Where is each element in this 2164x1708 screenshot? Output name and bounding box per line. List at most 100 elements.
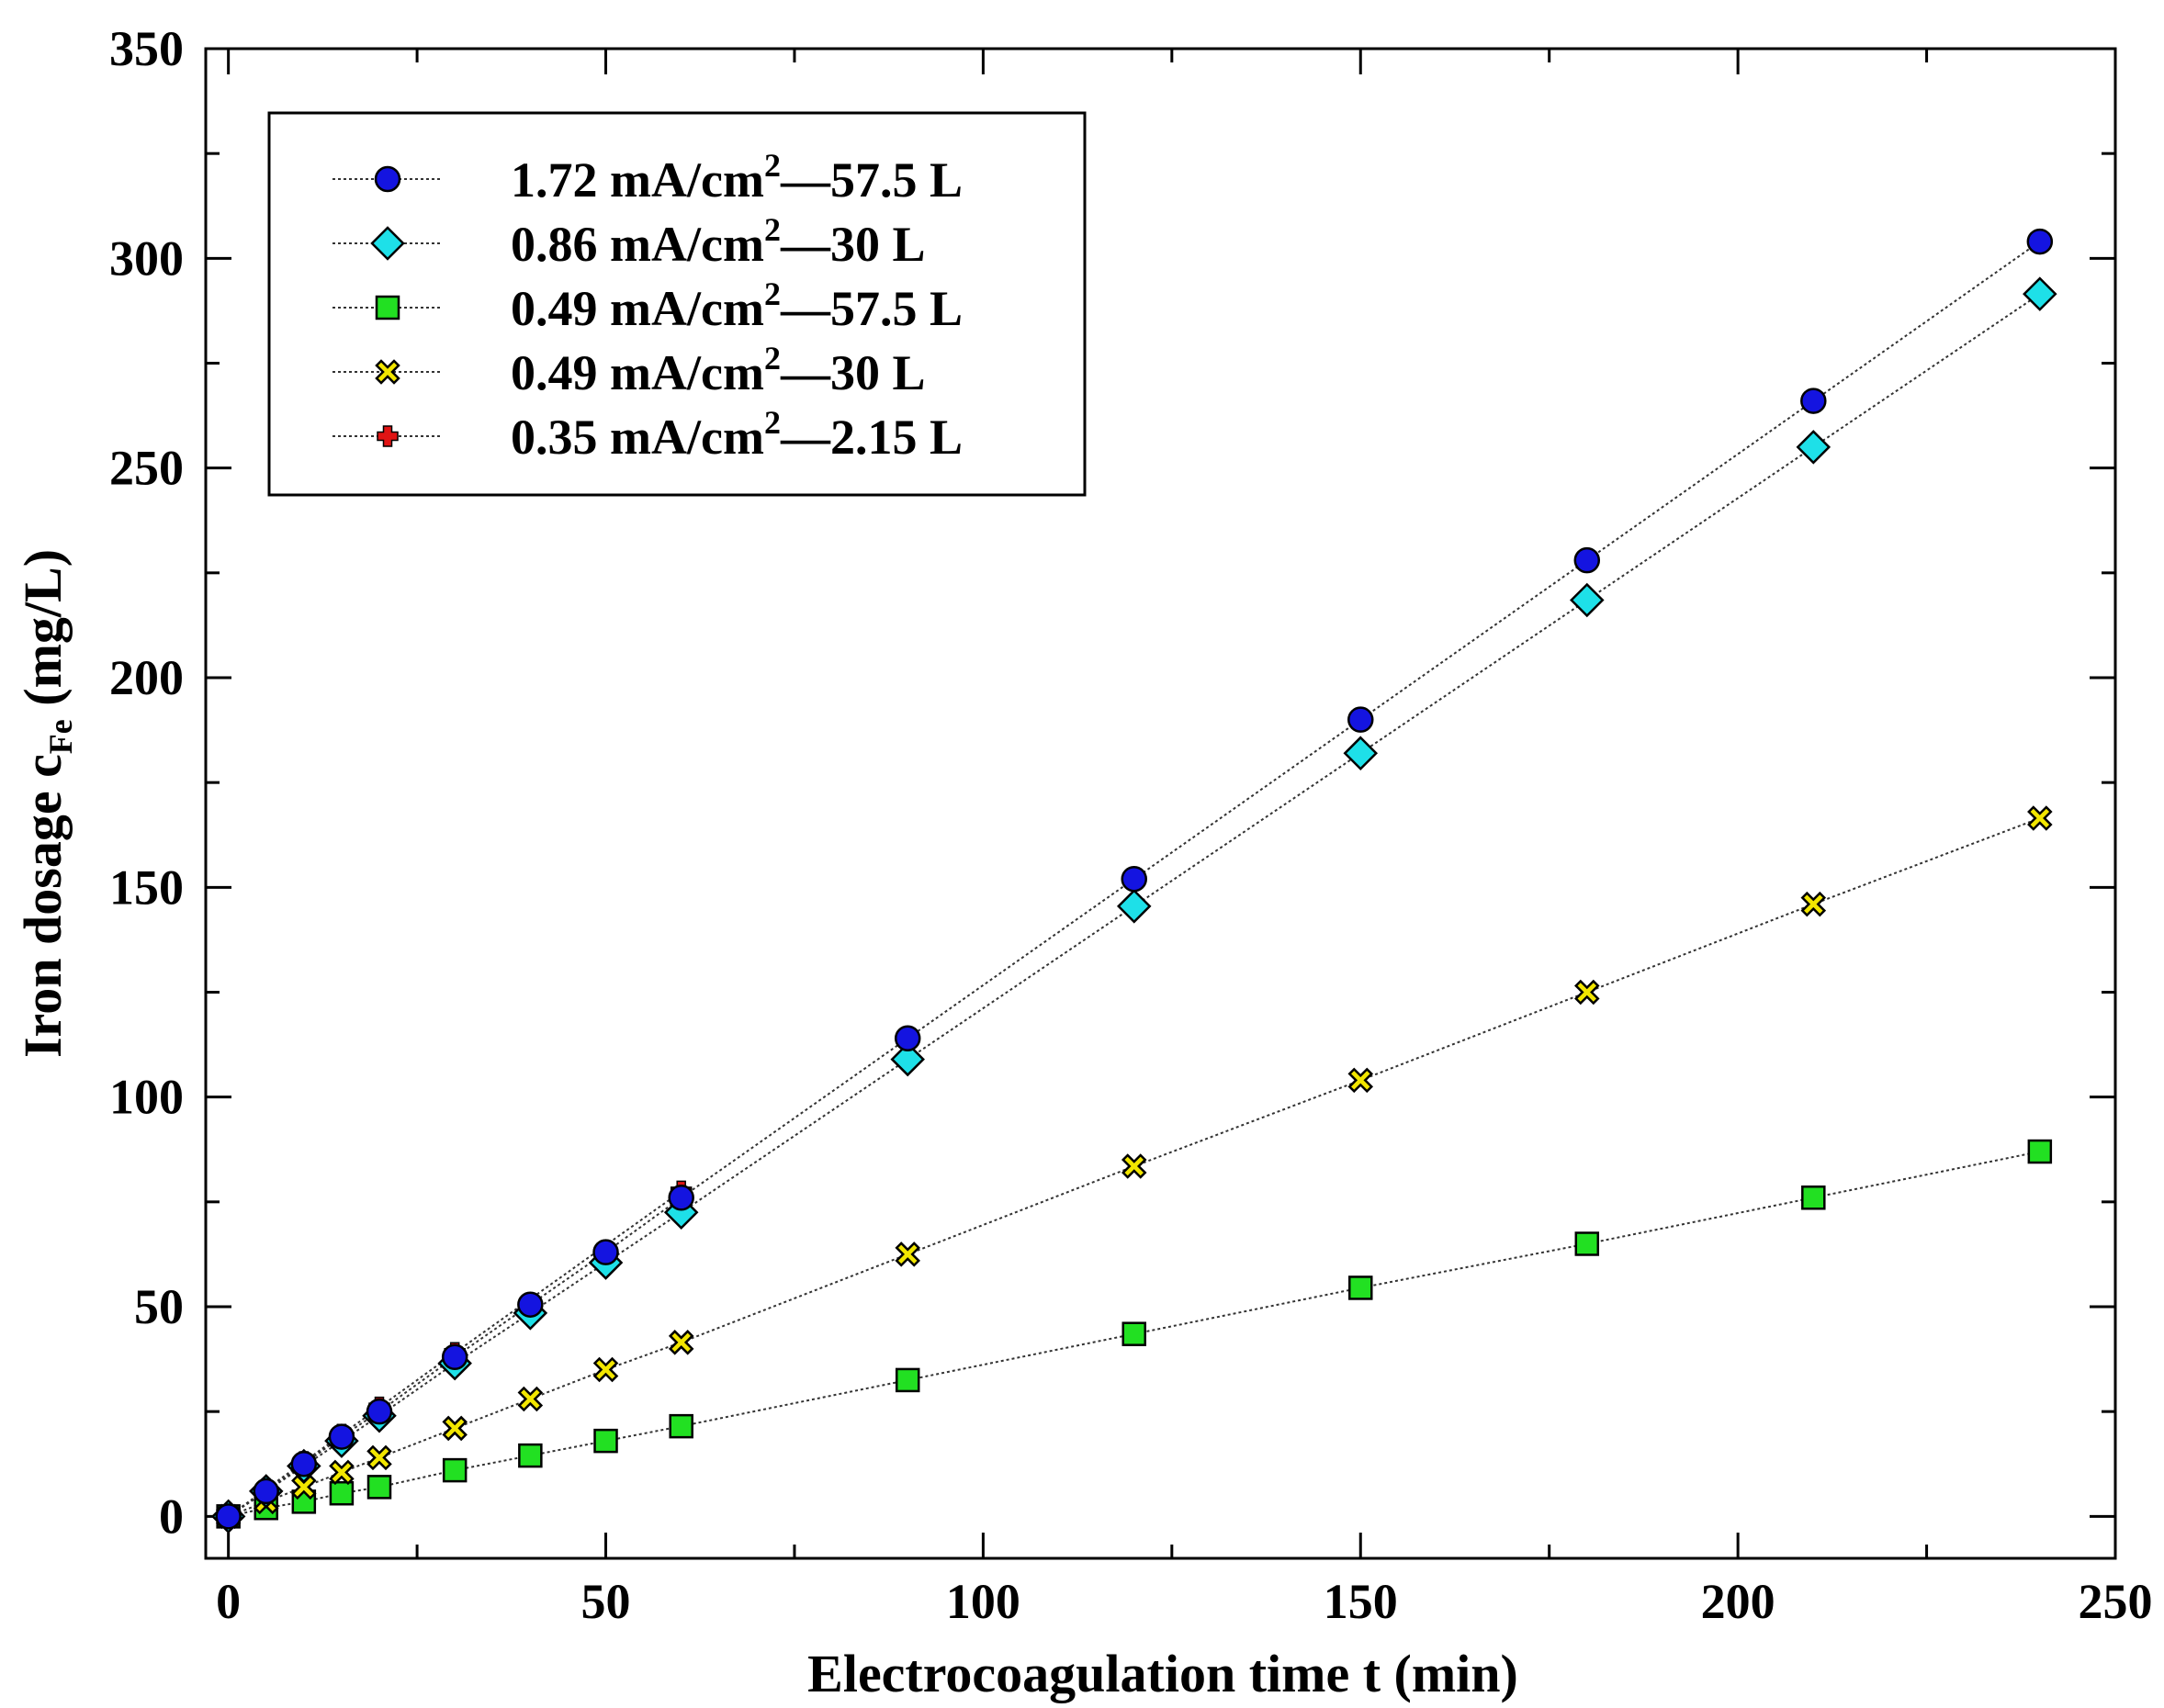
data-point [2023, 276, 2057, 311]
data-point [518, 1443, 543, 1468]
data-point [2027, 1139, 2053, 1164]
series-3-markers [216, 1139, 2053, 1529]
data-point [1121, 1321, 1146, 1346]
data-point [517, 1291, 544, 1318]
data-point [1343, 736, 1379, 770]
legend-label-suffix: —30 L [780, 217, 926, 272]
series-1-markers [215, 228, 2054, 1530]
series-markers [210, 228, 2057, 1534]
legend-marker [377, 425, 399, 447]
data-point [1574, 979, 1600, 1006]
legend-label: 1.72 mA/cm2—57.5 L [511, 147, 963, 208]
legend-entry-4: 0.49 mA/cm2—30 L [332, 340, 925, 400]
data-point [1121, 865, 1147, 893]
legend-label: 0.86 mA/cm2—30 L [511, 211, 925, 272]
data-point [592, 1356, 619, 1383]
x-tick-label: 100 [946, 1574, 1020, 1629]
data-point [329, 1480, 355, 1506]
data-point [366, 1444, 392, 1471]
legend-label-suffix: —2.15 L [780, 410, 963, 465]
data-point [517, 1386, 544, 1412]
legend-box [267, 111, 1087, 497]
y-axis-title: Iron dosage cFe (mg/L) [13, 549, 79, 1058]
data-point [1116, 889, 1152, 924]
data-point [1570, 582, 1605, 618]
data-point [1348, 1275, 1373, 1300]
legend-label-text: 0.49 mA/cm [511, 281, 764, 336]
data-point [215, 1503, 242, 1530]
legend-label-superscript: 2 [764, 211, 781, 248]
data-point [442, 1415, 468, 1442]
data-point [894, 1025, 921, 1051]
data-point [593, 1428, 618, 1454]
data-point [1573, 546, 1601, 574]
data-point [441, 1343, 468, 1371]
data-point [2026, 228, 2054, 255]
data-point [668, 1185, 694, 1211]
data-point [2027, 805, 2053, 831]
axis-ticks [206, 47, 2117, 1558]
legend-label-suffix: —57.5 L [780, 152, 963, 208]
data-point [442, 1457, 468, 1483]
data-point [669, 1413, 693, 1439]
y-tick-label: 0 [159, 1489, 184, 1544]
data-point [592, 1239, 619, 1265]
legend: 1.72 mA/cm2—57.5 L0.86 mA/cm2—30 L0.49 m… [267, 111, 1087, 497]
y-tick-label: 350 [109, 21, 184, 76]
legend-label: 0.35 mA/cm2—2.15 L [511, 404, 963, 465]
x-tick-label: 150 [1324, 1574, 1398, 1629]
y-tick-label: 250 [109, 441, 184, 496]
legend-label-text: 0.49 mA/cm [511, 345, 764, 400]
data-point [1347, 1067, 1374, 1094]
legend-label-superscript: 2 [764, 340, 781, 376]
legend-label: 0.49 mA/cm2—57.5 L [511, 275, 963, 336]
y-tick-label: 50 [134, 1279, 184, 1334]
x-axis-title: Electrocoagulation time t (min) [807, 1644, 1518, 1703]
series-line-2 [228, 293, 2041, 1518]
legend-entry-3: 0.49 mA/cm2—57.5 L [332, 275, 963, 336]
y-axis-title-subscript: Fe [42, 719, 79, 754]
data-point [253, 1478, 279, 1505]
legend-entry-1: 1.72 mA/cm2—57.5 L [332, 147, 963, 208]
legend-label-text: 0.86 mA/cm [511, 217, 764, 272]
data-point [895, 1242, 920, 1267]
x-tick-label: 200 [1701, 1574, 1775, 1629]
data-point [366, 1475, 392, 1500]
data-point [291, 1474, 317, 1500]
legend-label-suffix: —30 L [780, 345, 926, 400]
data-point [1347, 706, 1374, 733]
data-point [328, 1423, 355, 1450]
legend-label: 0.49 mA/cm2—30 L [511, 340, 925, 400]
series-line-1 [228, 241, 2041, 1518]
data-point [1574, 1231, 1600, 1256]
legend-entry-2: 0.86 mA/cm2—30 L [332, 211, 925, 272]
data-point [668, 1330, 694, 1355]
legend-marker [370, 226, 405, 261]
x-tick-label: 0 [216, 1574, 241, 1629]
legend-label-superscript: 2 [764, 147, 781, 184]
legend-marker [375, 359, 400, 385]
x-tick-label: 50 [581, 1574, 631, 1629]
data-point [1800, 891, 1827, 917]
data-point [890, 1041, 925, 1077]
data-point [1121, 1153, 1147, 1179]
y-tick-label: 200 [109, 650, 184, 705]
y-tick-label: 300 [109, 230, 184, 286]
data-point [895, 1367, 920, 1393]
data-point [366, 1398, 393, 1425]
series-line-3 [228, 1151, 2041, 1518]
data-point [1801, 1185, 1826, 1210]
legend-marker [374, 165, 401, 193]
legend-marker [375, 295, 400, 320]
legend-label-superscript: 2 [764, 404, 781, 441]
data-point [1796, 430, 1832, 465]
legend-label-text: 0.35 mA/cm [511, 410, 764, 465]
legend-label-suffix: —57.5 L [780, 281, 963, 336]
data-point [1800, 388, 1827, 414]
legend-entry-5: 0.35 mA/cm2—2.15 L [332, 404, 963, 465]
y-tick-label: 100 [109, 1070, 184, 1125]
x-tick-label: 250 [2079, 1574, 2153, 1629]
data-point [329, 1459, 355, 1486]
legend-label-text: 1.72 mA/cm [511, 152, 764, 208]
